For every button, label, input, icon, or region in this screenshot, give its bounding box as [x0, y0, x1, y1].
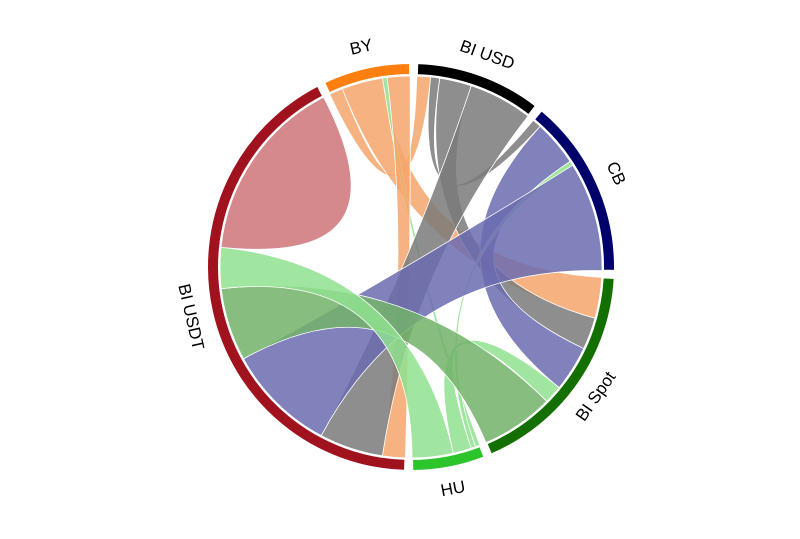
group-arcs — [205, 61, 616, 473]
label-bi-usd: BI USD — [457, 36, 517, 73]
ribbon-bi-usdt-bi-usdt — [220, 96, 352, 250]
arc-cb — [532, 108, 616, 272]
arc-hu — [411, 444, 486, 473]
arc-bi-spot — [485, 276, 616, 456]
arc-bi-usd — [415, 62, 538, 117]
chord-ribbons — [219, 75, 603, 459]
ribbon-hu-bi-usdt — [219, 246, 454, 459]
label-hu: HU — [439, 477, 467, 500]
label-cb: CB — [603, 159, 630, 188]
arc-by — [322, 61, 412, 95]
label-by: BY — [348, 35, 374, 59]
label-bi-usdt: BI USDT — [174, 282, 207, 352]
ribbon-bi-spot-bi-usdt — [220, 285, 548, 444]
arc-bi-usdt — [205, 84, 407, 472]
